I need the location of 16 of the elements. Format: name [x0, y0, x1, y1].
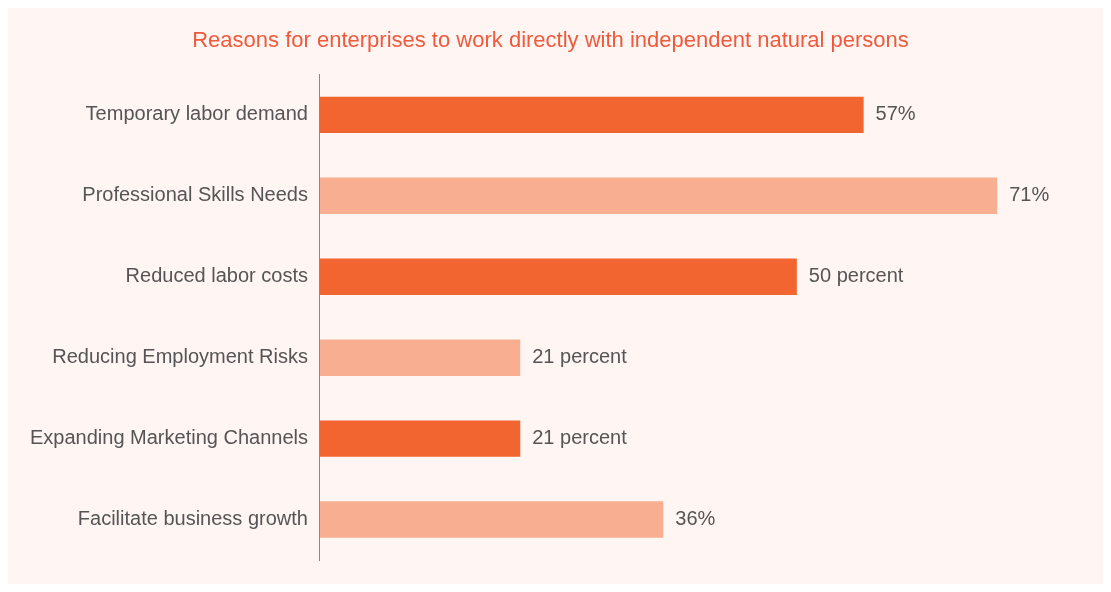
y-tick-label: Reducing Employment Risks	[52, 345, 308, 368]
y-tick-label: Expanding Marketing Channels	[30, 426, 308, 449]
chart-title: Reasons for enterprises to work directly with independent natural persons	[192, 27, 909, 53]
data-label: 71%	[1009, 183, 1050, 206]
data-label: 36%	[675, 507, 716, 530]
data-label: 21 percent	[532, 426, 628, 449]
y-tick-label: Reduced labor costs	[125, 264, 308, 287]
y-tick-label: Temporary labor demand	[85, 102, 308, 125]
bar	[319, 177, 998, 215]
bar	[319, 339, 521, 376]
y-tick-label: Facilitate business growth	[77, 507, 308, 530]
data-label: 57%	[875, 102, 916, 125]
data-label: 21 percent	[532, 345, 628, 368]
y-tick-label: Professional Skills Needs	[82, 183, 308, 206]
bar	[319, 501, 664, 538]
data-label: 50 percent	[808, 264, 904, 287]
